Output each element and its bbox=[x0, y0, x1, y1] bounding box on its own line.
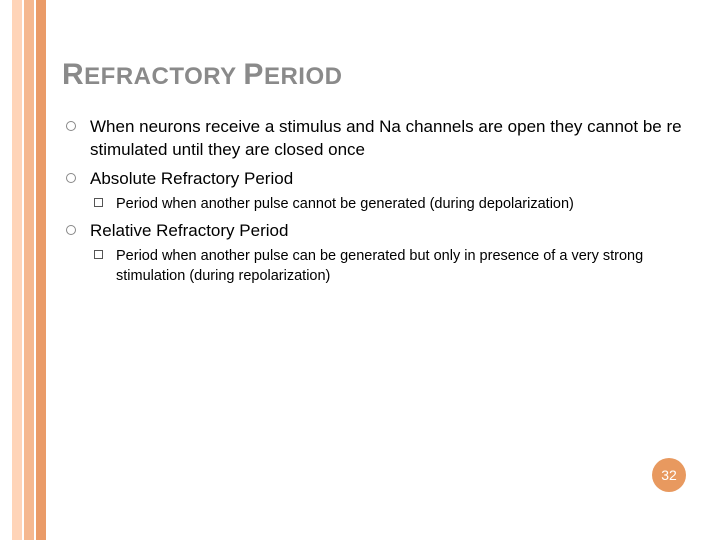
bullet-text: Relative Refractory Period bbox=[90, 221, 288, 240]
sub-list-item: Period when another pulse can be generat… bbox=[90, 247, 682, 286]
circle-bullet-icon bbox=[66, 173, 76, 183]
decorative-stripe-2 bbox=[24, 0, 34, 540]
square-bullet-icon bbox=[94, 250, 103, 259]
decorative-stripe-1 bbox=[12, 0, 22, 540]
sub-bullet-text: Period when another pulse cannot be gene… bbox=[116, 196, 574, 212]
decorative-stripe-3 bbox=[36, 0, 46, 540]
sub-bullet-text: Period when another pulse can be generat… bbox=[116, 248, 643, 284]
bullet-text: Absolute Refractory Period bbox=[90, 169, 293, 188]
page-number-badge: 32 bbox=[652, 458, 686, 492]
square-bullet-icon bbox=[94, 198, 103, 207]
title-word1-cap: R bbox=[62, 58, 84, 91]
list-item: When neurons receive a stimulus and Na c… bbox=[62, 116, 682, 162]
circle-bullet-icon bbox=[66, 225, 76, 235]
page-number: 32 bbox=[661, 467, 677, 483]
circle-bullet-icon bbox=[66, 121, 76, 131]
title-word2-cap: P bbox=[243, 58, 264, 91]
bullet-list: When neurons receive a stimulus and Na c… bbox=[62, 116, 682, 286]
sub-list: Period when another pulse cannot be gene… bbox=[90, 195, 682, 215]
slide-content: REFRACTORY PERIOD When neurons receive a… bbox=[62, 58, 682, 292]
list-item: Relative Refractory Period Period when a… bbox=[62, 220, 682, 286]
sub-list: Period when another pulse can be generat… bbox=[90, 247, 682, 286]
title-word1-rest: EFRACTORY bbox=[84, 63, 236, 90]
slide-title: REFRACTORY PERIOD bbox=[62, 58, 682, 92]
bullet-text: When neurons receive a stimulus and Na c… bbox=[90, 117, 682, 159]
sub-list-item: Period when another pulse cannot be gene… bbox=[90, 195, 682, 215]
title-word2-rest: ERIOD bbox=[264, 63, 343, 90]
list-item: Absolute Refractory Period Period when a… bbox=[62, 168, 682, 215]
